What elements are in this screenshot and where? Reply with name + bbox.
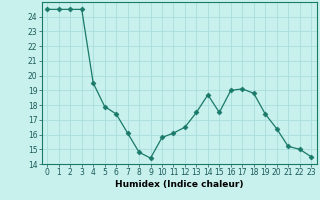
X-axis label: Humidex (Indice chaleur): Humidex (Indice chaleur) [115, 180, 244, 189]
